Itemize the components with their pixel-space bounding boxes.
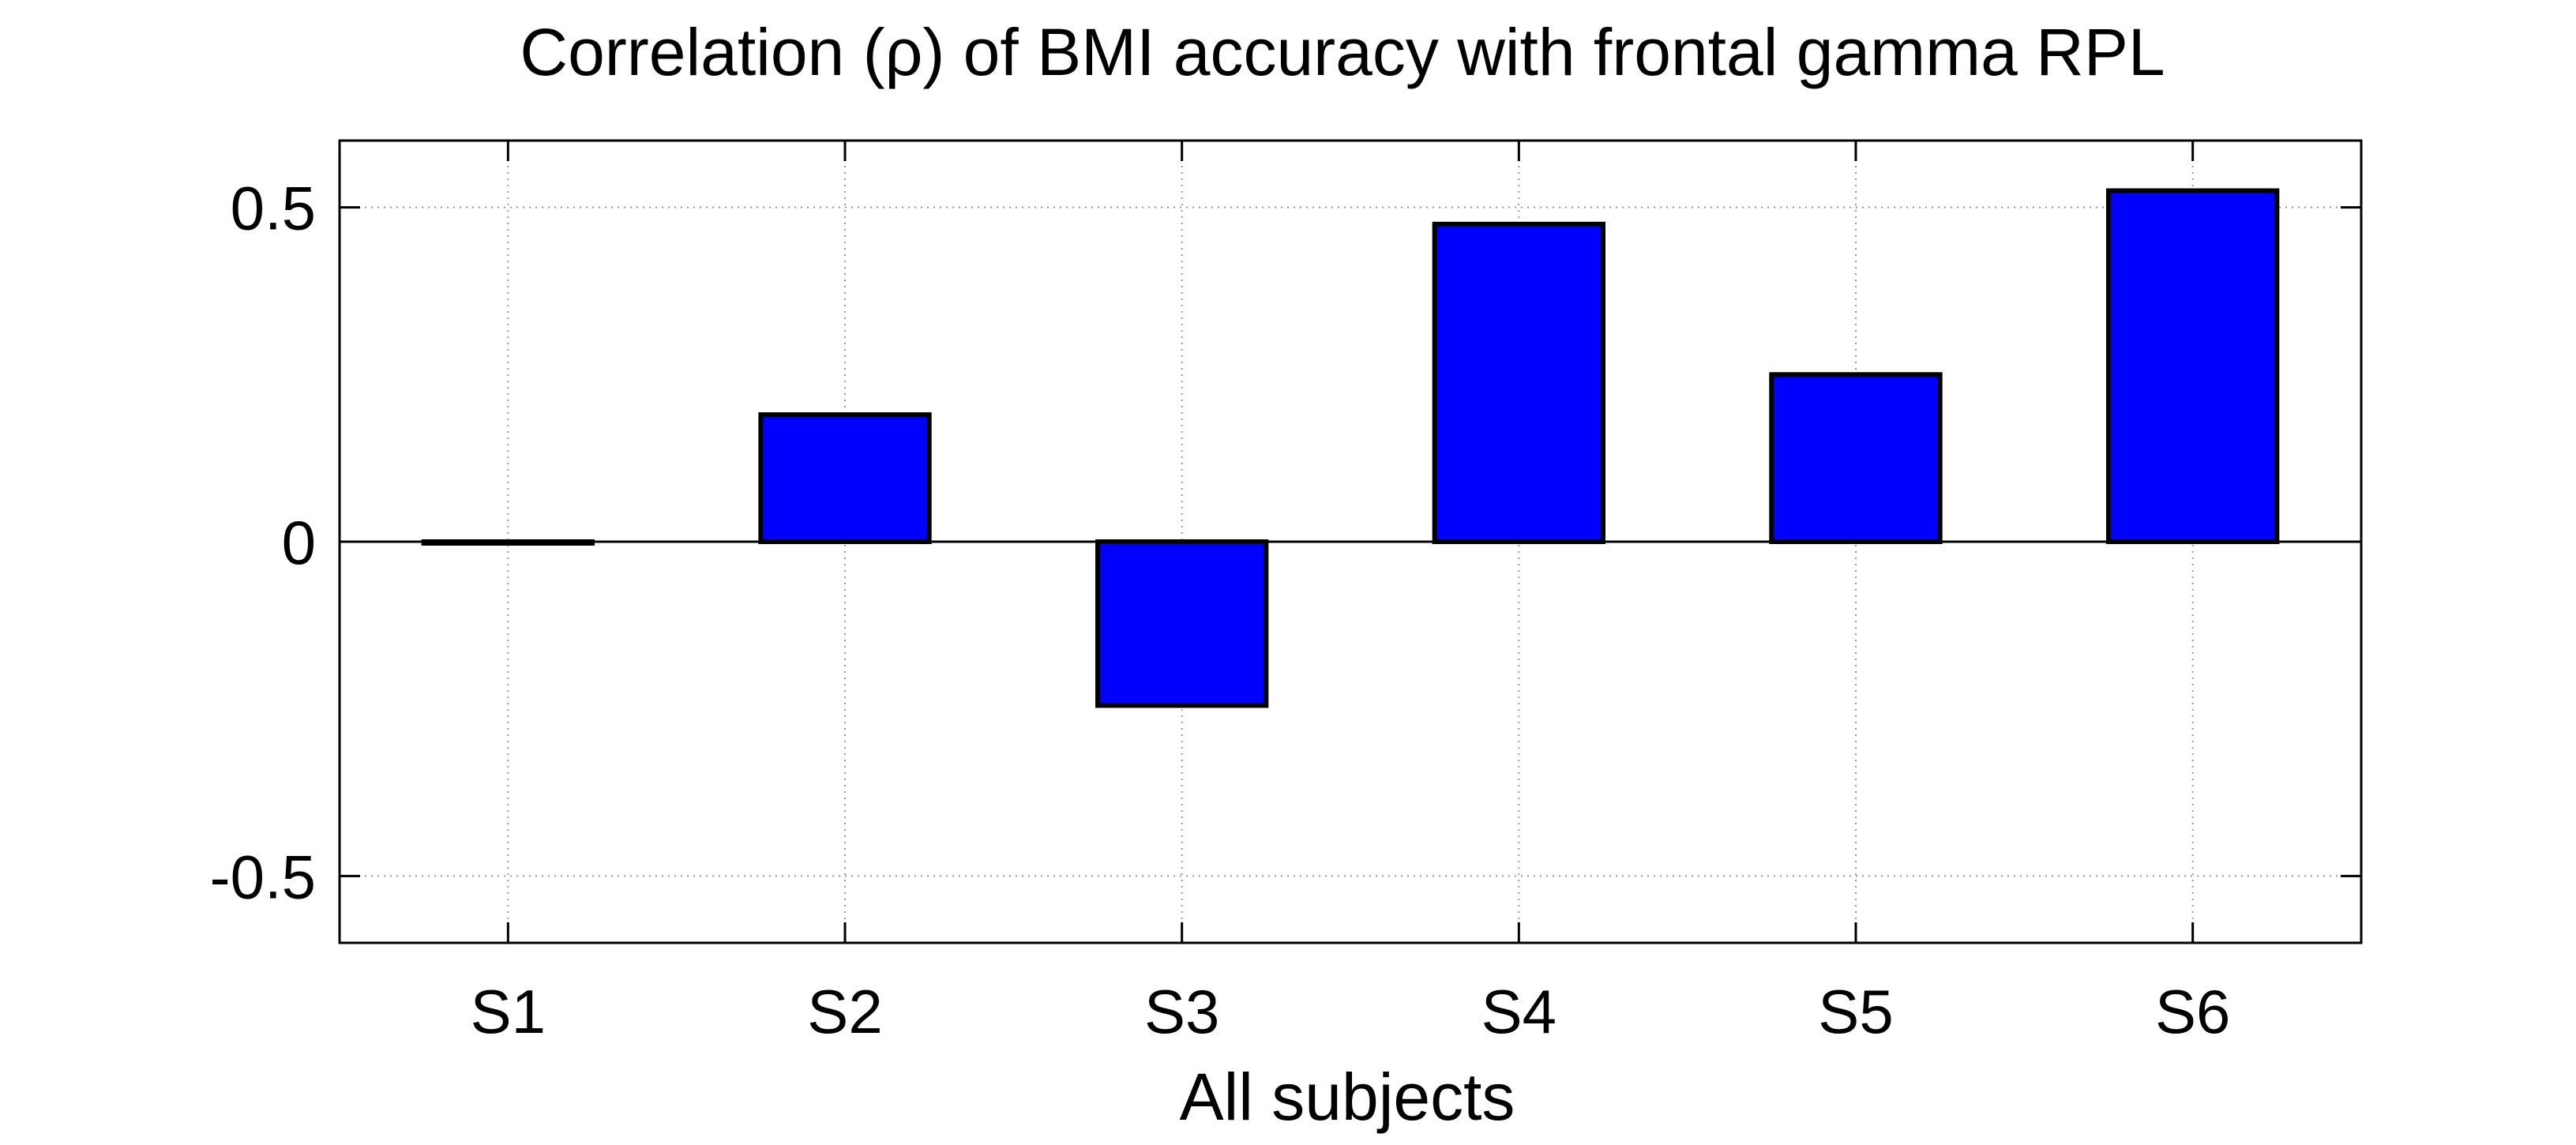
bar-s4 [1432, 221, 1605, 544]
bars [421, 188, 2280, 708]
x-tick-label: S2 [807, 977, 882, 1046]
bar-s3 [1095, 539, 1269, 708]
y-tick-label: -0.5 [210, 842, 316, 911]
x-tick-label: S3 [1144, 977, 1219, 1046]
x-axis-label: All subjects [1180, 1060, 1515, 1134]
axes [338, 139, 2363, 944]
tick-labels: S1 S2 S3 S4 S5 S6 -0.5 0 0.5 [210, 174, 2231, 1046]
bar-s2 [758, 412, 932, 545]
bar-s5 [1769, 372, 1943, 545]
x-tick-label: S6 [2155, 977, 2230, 1046]
bar-s6 [2106, 188, 2280, 544]
x-tick-label: S1 [471, 977, 546, 1046]
y-tick-label: 0 [282, 508, 316, 577]
chart-title: Correlation (ρ) of BMI accuracy with fro… [520, 15, 2165, 89]
x-tick-label: S4 [1481, 977, 1556, 1046]
x-tick-label: S5 [1818, 977, 1893, 1046]
y-tick-label: 0.5 [231, 174, 316, 243]
